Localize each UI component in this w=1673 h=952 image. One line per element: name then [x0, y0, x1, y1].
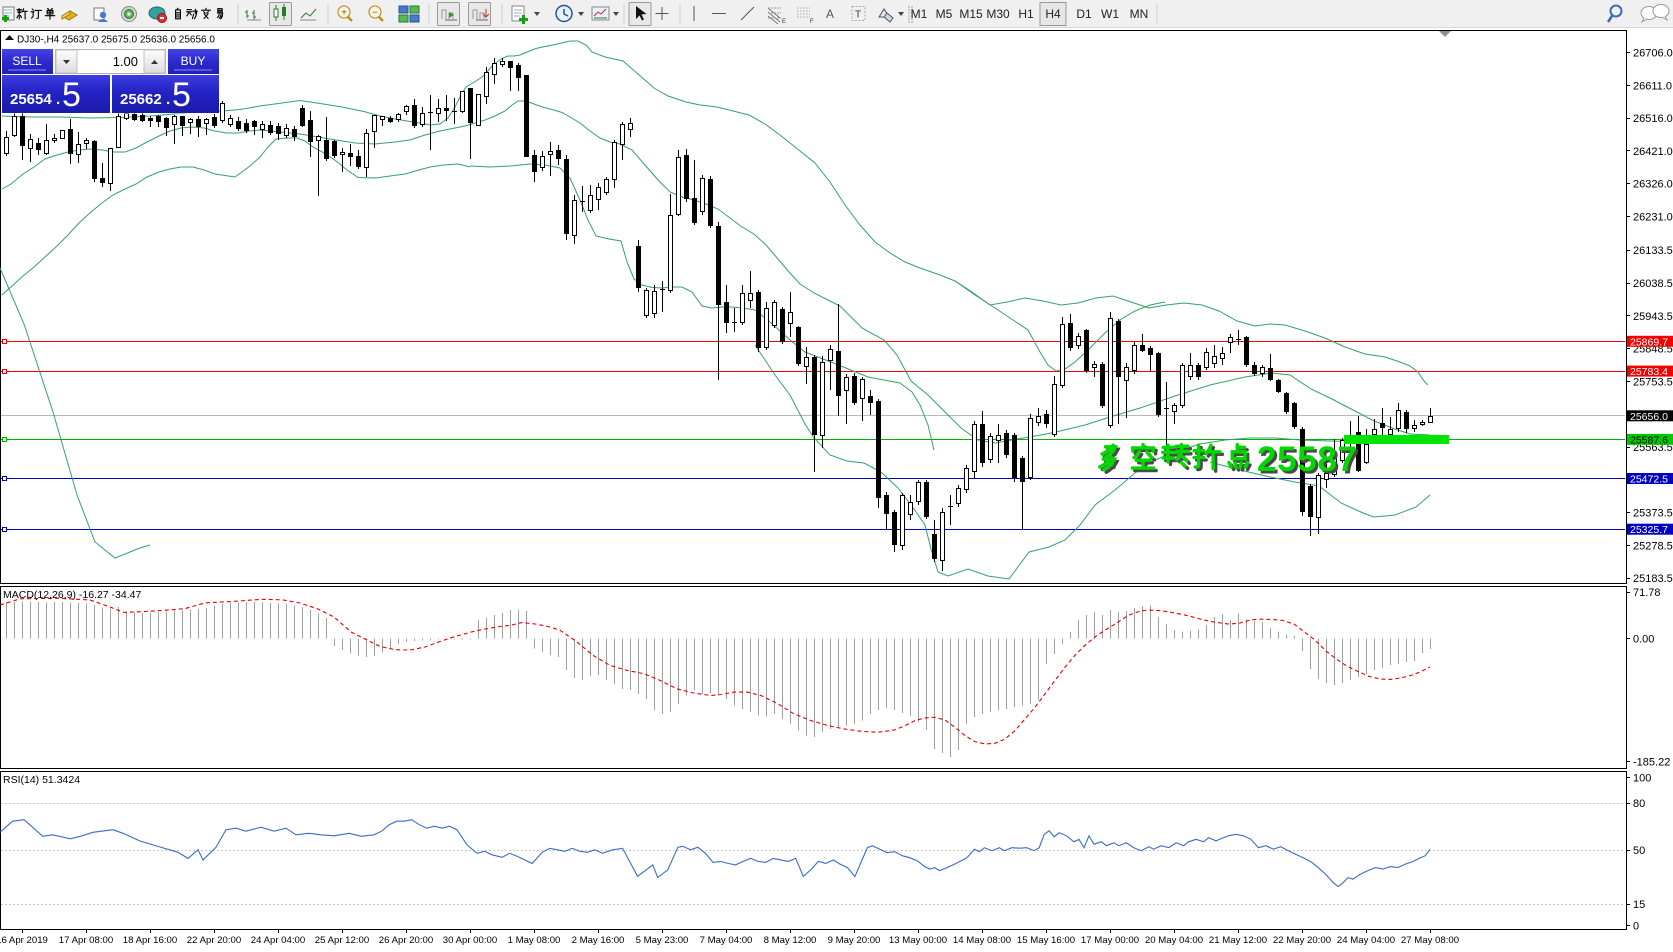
svg-text:26706.0: 26706.0	[1633, 48, 1673, 60]
svg-text:25869.7: 25869.7	[1630, 336, 1668, 348]
svg-text:0.00: 0.00	[1633, 634, 1654, 646]
svg-text:50: 50	[1633, 845, 1645, 857]
svg-text:9 May 20:00: 9 May 20:00	[828, 935, 881, 946]
svg-text:25563.5: 25563.5	[1633, 442, 1673, 454]
svg-text:25753.5: 25753.5	[1633, 376, 1673, 388]
svg-text:25587.6: 25587.6	[1630, 434, 1668, 446]
svg-text:24 Apr 04:00: 24 Apr 04:00	[251, 935, 305, 946]
svg-text:16 Apr 2019: 16 Apr 2019	[0, 935, 48, 946]
svg-text:.: .	[166, 91, 170, 108]
svg-text:27 May 08:00: 27 May 08:00	[1401, 935, 1459, 946]
svg-text:25783.4: 25783.4	[1630, 366, 1668, 378]
svg-text:24 May 04:00: 24 May 04:00	[1337, 935, 1395, 946]
svg-text:25654: 25654	[10, 91, 52, 108]
svg-text:25 Apr 12:00: 25 Apr 12:00	[315, 935, 369, 946]
svg-text:26326.0: 26326.0	[1633, 179, 1673, 191]
svg-text:RSI(14) 51.3424: RSI(14) 51.3424	[3, 774, 80, 786]
svg-text:D1: D1	[1076, 7, 1092, 21]
svg-text:26231.0: 26231.0	[1633, 212, 1673, 224]
svg-text:BUY: BUY	[181, 54, 206, 68]
svg-text:H1: H1	[1018, 7, 1034, 21]
svg-text:80: 80	[1633, 798, 1645, 810]
svg-text:26133.5: 26133.5	[1633, 245, 1673, 257]
svg-text:-185.22: -185.22	[1633, 757, 1670, 769]
svg-text:25587: 25587	[1260, 443, 1360, 482]
svg-text:M1: M1	[911, 7, 928, 21]
svg-text:25943.5: 25943.5	[1633, 311, 1673, 323]
svg-text:+: +	[341, 8, 347, 19]
svg-text:1 May 08:00: 1 May 08:00	[508, 935, 561, 946]
svg-text:SELL: SELL	[12, 54, 42, 68]
svg-text:26516.0: 26516.0	[1633, 113, 1673, 125]
svg-text:71.78: 71.78	[1633, 587, 1661, 599]
svg-text:M15: M15	[959, 7, 983, 21]
svg-text:MACD(12,26,9) -16.27 -34.47: MACD(12,26,9) -16.27 -34.47	[3, 589, 141, 601]
svg-text:H4: H4	[1045, 7, 1061, 21]
svg-text:DJ30-,H4 25637.0 25675.0 2563: DJ30-,H4 25637.0 25675.0 25636.0 25656.0	[17, 35, 215, 46]
svg-text:25587: 25587	[1257, 440, 1357, 479]
svg-text:1.00: 1.00	[113, 54, 138, 69]
svg-text:W1: W1	[1101, 7, 1119, 21]
svg-text:8 May 12:00: 8 May 12:00	[764, 935, 817, 946]
svg-text:30 Apr 00:00: 30 Apr 00:00	[443, 935, 497, 946]
svg-text:22 May 20:00: 22 May 20:00	[1273, 935, 1331, 946]
svg-text:0: 0	[1633, 921, 1639, 933]
svg-text:25472.5: 25472.5	[1630, 474, 1668, 486]
svg-text:20 May 04:00: 20 May 04:00	[1145, 935, 1203, 946]
svg-text:5 May 23:00: 5 May 23:00	[636, 935, 689, 946]
svg-text:F: F	[810, 19, 814, 25]
svg-text:17 May 00:00: 17 May 00:00	[1081, 935, 1139, 946]
svg-text:25183.5: 25183.5	[1633, 573, 1673, 585]
svg-text:25278.5: 25278.5	[1633, 540, 1673, 552]
svg-text:7 May 04:00: 7 May 04:00	[700, 935, 753, 946]
svg-text:26611.0: 26611.0	[1633, 80, 1672, 92]
svg-text:E: E	[782, 19, 786, 25]
svg-text:25325.7: 25325.7	[1630, 524, 1668, 536]
svg-text:100: 100	[1633, 773, 1651, 785]
svg-text:25662: 25662	[120, 91, 162, 108]
svg-text:14 May 08:00: 14 May 08:00	[953, 935, 1011, 946]
svg-text:2 May 16:00: 2 May 16:00	[572, 935, 625, 946]
svg-text:5: 5	[62, 76, 81, 114]
svg-text:21 May 12:00: 21 May 12:00	[1209, 935, 1267, 946]
svg-text:15 May 16:00: 15 May 16:00	[1017, 935, 1075, 946]
svg-text:25656.0: 25656.0	[1630, 411, 1668, 423]
svg-text:MN: MN	[1130, 7, 1149, 21]
svg-text:17 Apr 08:00: 17 Apr 08:00	[59, 935, 113, 946]
svg-text:25373.5: 25373.5	[1633, 508, 1673, 520]
svg-text:15: 15	[1633, 899, 1645, 911]
svg-text:26 Apr 20:00: 26 Apr 20:00	[379, 935, 433, 946]
svg-text:M5: M5	[936, 7, 953, 21]
svg-text:−: −	[372, 8, 378, 19]
svg-text:T: T	[855, 10, 861, 21]
svg-text:.: .	[56, 91, 60, 108]
svg-text:13 May 00:00: 13 May 00:00	[889, 935, 947, 946]
svg-text:22 Apr 20:00: 22 Apr 20:00	[187, 935, 241, 946]
svg-text:M30: M30	[986, 7, 1010, 21]
svg-text:18 Apr 16:00: 18 Apr 16:00	[123, 935, 177, 946]
svg-text:26421.0: 26421.0	[1633, 146, 1673, 158]
svg-text:5: 5	[172, 76, 191, 114]
svg-text:A: A	[826, 7, 834, 21]
svg-text:26038.5: 26038.5	[1633, 278, 1673, 290]
